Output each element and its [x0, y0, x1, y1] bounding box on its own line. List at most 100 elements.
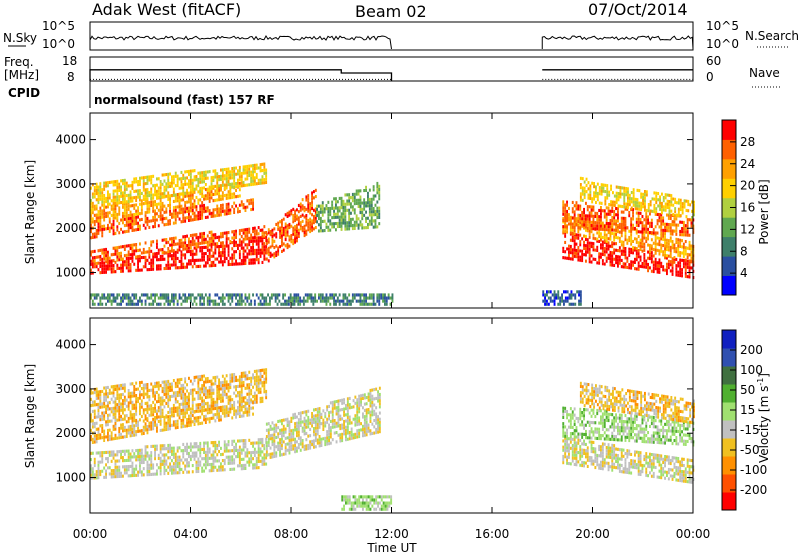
heatmap-cell — [611, 222, 614, 226]
heatmap-cell — [255, 232, 258, 236]
heatmap-cell — [189, 182, 192, 186]
heatmap-cell — [265, 242, 268, 246]
heatmap-cell — [281, 231, 283, 235]
heatmap-cell — [684, 252, 687, 256]
heatmap-cell — [257, 245, 260, 249]
heatmap-cell — [186, 265, 188, 269]
heatmap-cell — [112, 299, 115, 303]
heatmap-cell — [118, 430, 121, 434]
heatmap-cell — [123, 429, 126, 433]
heatmap-cell — [679, 274, 682, 278]
heatmap-cell — [649, 231, 651, 235]
heatmap-cell — [361, 201, 364, 205]
heatmap-cell — [127, 204, 130, 208]
heatmap-cell — [91, 235, 94, 239]
heatmap-cell — [107, 205, 109, 209]
heatmap-cell — [188, 237, 190, 241]
heatmap-cell — [174, 250, 177, 254]
heatmap-cell — [184, 238, 187, 242]
heatmap-cell — [605, 228, 608, 232]
heatmap-cell — [133, 427, 136, 431]
heatmap-cell — [681, 205, 684, 209]
heatmap-cell — [139, 227, 141, 231]
heatmap-cell — [189, 259, 192, 263]
heatmap-cell — [182, 189, 185, 193]
heatmap-cell — [263, 447, 266, 451]
heatmap-cell — [221, 177, 224, 181]
heatmap-cell — [186, 234, 188, 238]
heatmap-cell — [171, 465, 173, 469]
heatmap-cell — [220, 296, 222, 300]
heatmap-cell — [263, 254, 266, 258]
heatmap-cell — [206, 209, 209, 213]
heatmap-cell — [579, 243, 582, 247]
heatmap-cell — [220, 207, 222, 211]
heatmap-cell — [176, 196, 179, 200]
heatmap-cell — [184, 467, 187, 471]
heatmap-cell — [163, 238, 166, 242]
heatmap-cell — [214, 263, 217, 267]
heatmap-cell — [246, 199, 249, 203]
heatmap-cell — [214, 440, 217, 444]
heatmap-cell — [227, 170, 230, 174]
heatmap-cell — [140, 454, 143, 458]
heatmap-cell — [133, 243, 136, 247]
heatmap-cell — [359, 195, 362, 199]
heatmap-cell — [91, 217, 94, 221]
heatmap-cell — [311, 203, 313, 207]
heatmap-cell — [131, 394, 134, 398]
heatmap-cell — [286, 299, 288, 303]
heatmap-cell — [318, 210, 320, 214]
heatmap-cell — [259, 239, 262, 243]
heatmap-cell — [156, 472, 158, 476]
heatmap-cell — [91, 183, 94, 187]
heatmap-cell — [622, 210, 625, 214]
heatmap-cell — [210, 248, 213, 252]
heatmap-cell — [159, 419, 162, 423]
heatmap-cell — [331, 293, 334, 297]
heatmap-cell — [319, 204, 322, 208]
heatmap-cell — [229, 240, 232, 244]
heatmap-cell — [201, 466, 204, 470]
heatmap-cell — [189, 249, 192, 253]
heatmap-cell — [139, 176, 141, 180]
heatmap-cell — [180, 250, 183, 254]
heatmap-cell — [372, 194, 375, 198]
heatmap-cell — [171, 194, 173, 198]
heatmap-cell — [574, 293, 577, 297]
heatmap-cell — [233, 172, 236, 176]
heatmap-cell — [212, 236, 215, 240]
power-colorbar-tick: 20 — [740, 179, 755, 193]
heatmap-cell — [321, 210, 324, 214]
heatmap-cell — [159, 267, 162, 271]
heatmap-cell — [161, 195, 164, 199]
heatmap-cell — [242, 457, 245, 461]
heatmap-cell — [271, 238, 274, 242]
heatmap-cell — [311, 228, 313, 232]
heatmap-cell — [176, 422, 179, 426]
heatmap-cell — [238, 178, 241, 182]
heatmap-cell — [630, 220, 633, 224]
heatmap-cell — [660, 225, 663, 229]
heatmap-cell — [140, 293, 143, 297]
heatmap-cell — [140, 451, 143, 455]
heatmap-cell — [169, 172, 171, 176]
heatmap-cell — [163, 462, 166, 466]
heatmap-cell — [189, 243, 192, 247]
heatmap-cell — [122, 405, 124, 409]
heatmap-cell — [329, 228, 332, 232]
heatmap-cell — [99, 393, 102, 397]
heatmap-cell — [188, 293, 190, 297]
heatmap-cell — [273, 255, 276, 259]
heatmap-cell — [679, 264, 682, 268]
heatmap-cell — [562, 231, 565, 235]
heatmap-cell — [297, 293, 300, 297]
heatmap-cell — [146, 207, 149, 211]
heatmap-cell — [204, 183, 207, 187]
heatmap-cell — [212, 242, 215, 246]
heatmap-cell — [227, 179, 230, 183]
heatmap-cell — [95, 387, 98, 391]
heatmap-cell — [127, 223, 130, 227]
heatmap-cell — [225, 237, 228, 241]
heatmap-cell — [195, 178, 198, 182]
